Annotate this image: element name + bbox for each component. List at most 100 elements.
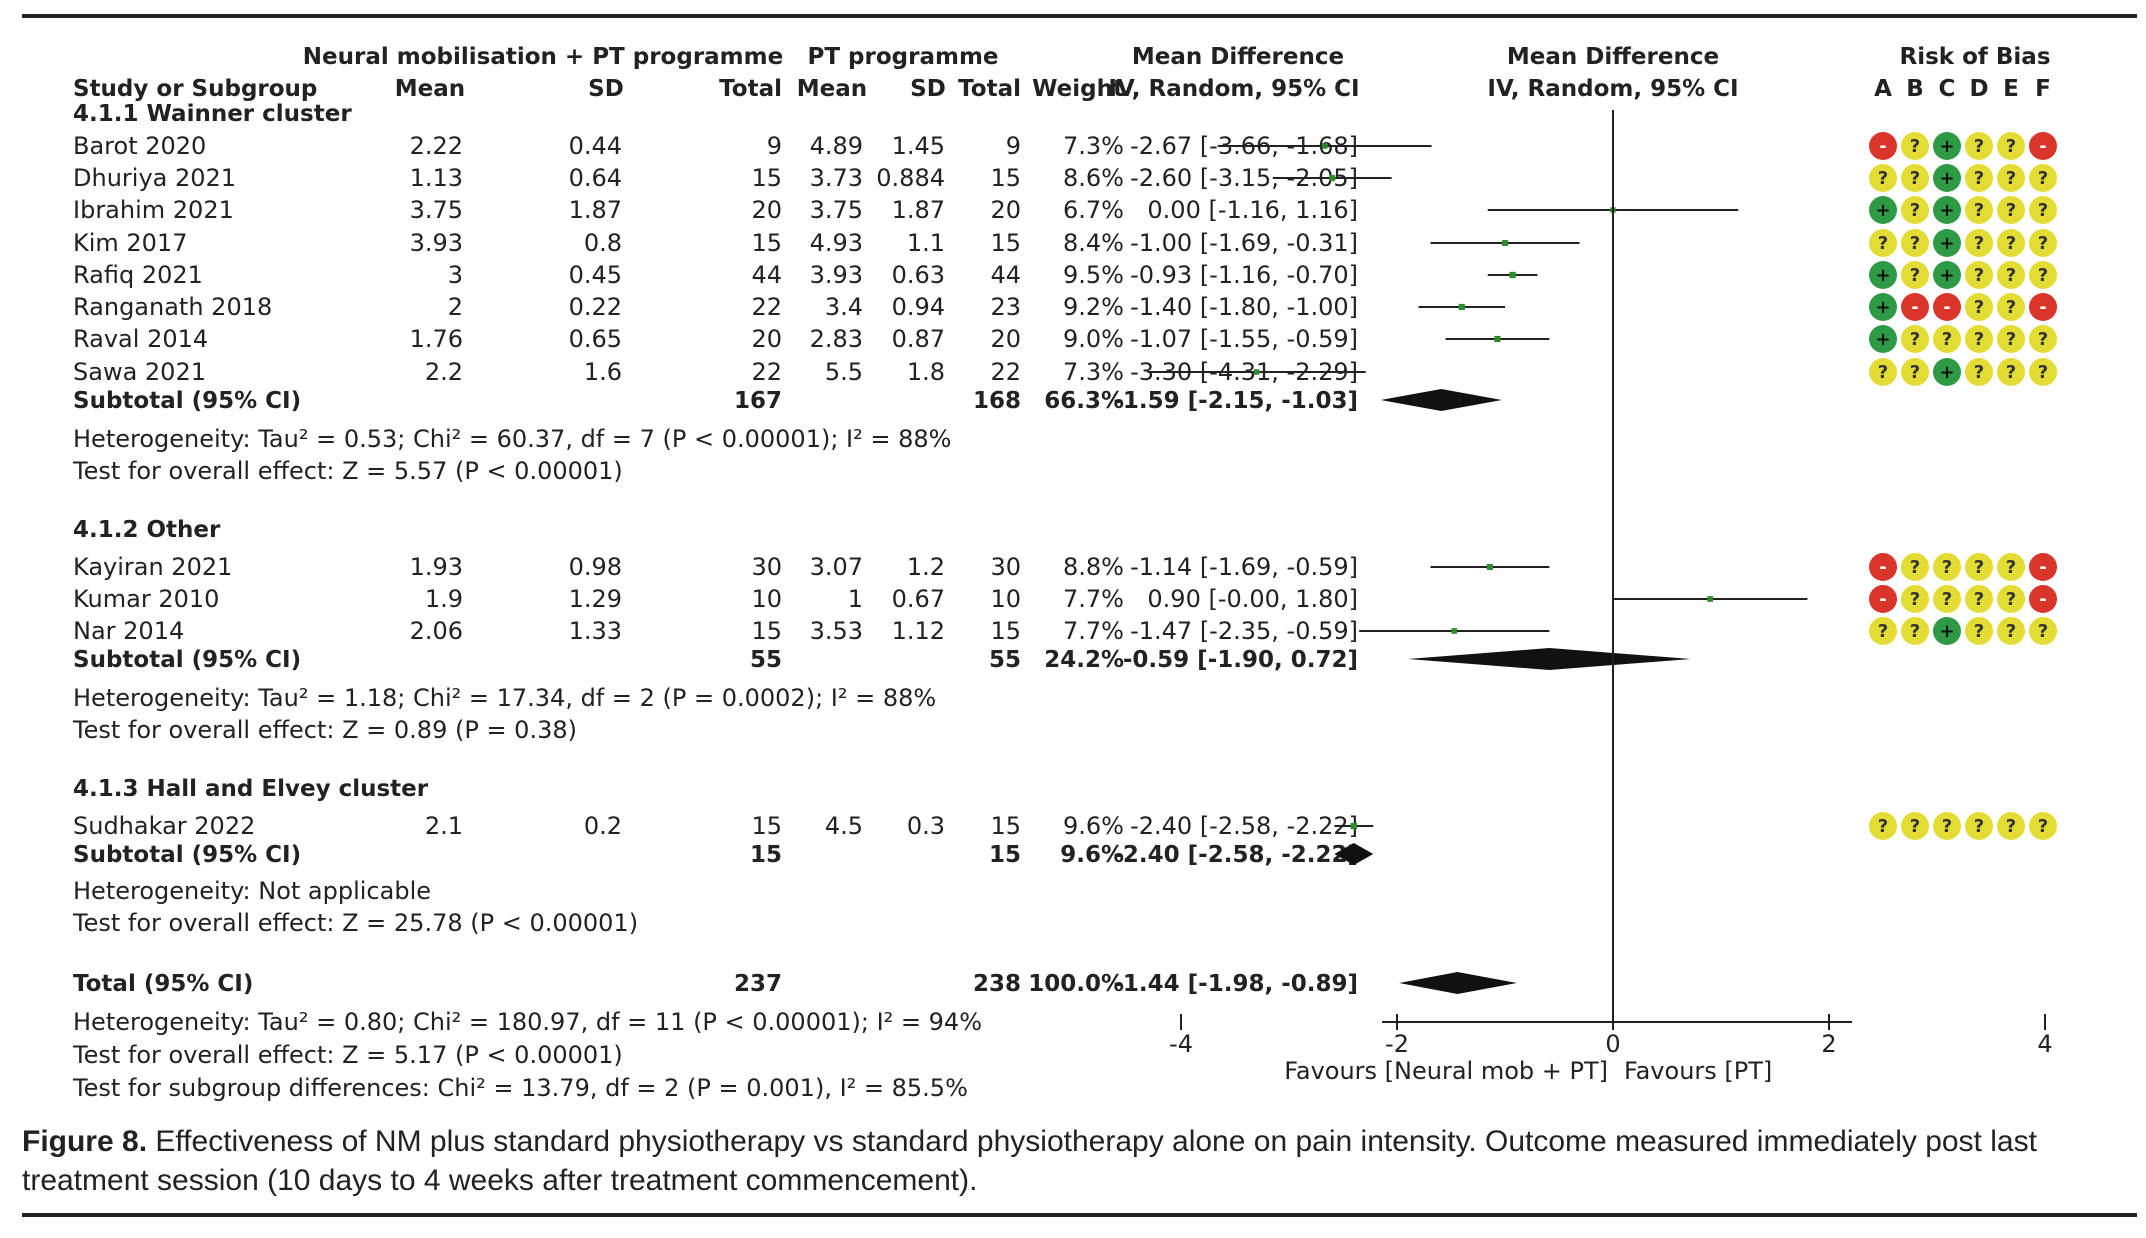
rob-symbol: ? [2038,816,2048,837]
rob-symbol: + [1875,265,1890,286]
header-group-nm: Neural mobilisation + PT programme [303,44,783,70]
study-sd-nm: 1.87 [569,196,622,224]
rob-symbol: - [1879,136,1886,157]
rob-circle [2029,617,2057,645]
total-ci: -1.44 [-1.98, -0.89] [1113,971,1358,997]
rob-circle [1933,358,1961,386]
study-weight: 8.6% [1063,164,1124,192]
subgroup-title: 4.1.2 Other [73,517,221,543]
rob-symbol: - [1879,557,1886,578]
study-mean-pt: 1 [848,585,863,613]
study-total-pt: 44 [990,261,1021,289]
header-sd-pt: SD [910,76,946,102]
rob-circle [1997,261,2025,289]
rob-symbol: ? [1974,557,1984,578]
rob-symbol: ? [2006,329,2016,350]
study-name: Sudhakar 2022 [73,812,255,840]
study-sd-nm: 0.45 [569,261,622,289]
total-total-pt: 238 [973,971,1021,997]
rob-circle [1901,229,1929,257]
header-rob-title: Risk of Bias [1899,44,2050,70]
rob-symbol: ? [1974,136,1984,157]
rob-symbol: + [1875,329,1890,350]
study-mean-nm: 2.1 [425,812,463,840]
rob-symbol: ? [1878,362,1888,383]
rob-circle [1965,553,1993,581]
rob-circle [1869,585,1897,613]
study-mean-nm: 2 [448,293,463,321]
subgroup-title: 4.1.3 Hall and Elvey cluster [73,776,429,802]
rob-circle [1869,261,1897,289]
rob-circle [1901,325,1929,353]
rob-circle [1901,293,1929,321]
study-ci: -2.40 [-2.58, -2.22] [1130,812,1358,840]
rob-symbol: ? [1974,200,1984,221]
rob-symbol: ? [2006,557,2016,578]
header-rob-letter: E [2003,76,2019,102]
study-mean-pt: 3.53 [810,617,863,645]
study-total-pt: 15 [990,617,1021,645]
point-estimate [1509,271,1516,279]
rob-symbol: - [2039,557,2046,578]
rob-symbol: ? [1910,816,1920,837]
subtotal-total-nm: 15 [750,842,782,868]
study-sd-nm: 0.44 [569,132,622,160]
rob-circle [1997,553,2025,581]
rob-circle [1869,229,1897,257]
header-mean-pt: Mean [797,76,867,102]
study-total-nm: 22 [751,293,782,321]
study-mean-pt: 2.83 [810,325,863,353]
total-overall-effect: Test for overall effect: Z = 5.17 (P < 0… [72,1041,623,1069]
rob-symbol: ? [1974,362,1984,383]
study-total-pt: 15 [990,229,1021,257]
point-estimate [1321,143,1328,149]
subgroup-overall-effect: Test for overall effect: Z = 5.57 (P < 0… [72,457,623,485]
rob-symbol: ? [1942,816,1952,837]
study-total-nm: 30 [751,553,782,581]
study-sd-pt: 0.87 [892,325,945,353]
rob-circle [2029,585,2057,613]
rob-circle [1997,293,2025,321]
rob-symbol: ? [2038,362,2048,383]
subgroup-differences: Test for subgroup differences: Chi² = 13… [72,1074,968,1102]
study-total-nm: 10 [751,585,782,613]
subtotal-weight: 66.3% [1044,388,1124,414]
subgroup-overall-effect: Test for overall effect: Z = 25.78 (P < … [72,909,638,937]
rob-circle [1965,293,1993,321]
study-sd-pt: 1.45 [892,132,945,160]
header-weight: Weight [1032,76,1124,102]
x-tick-label: 4 [2037,1030,2052,1058]
caption-text: Effectiveness of NM plus standard physio… [22,1125,2037,1197]
study-mean-pt: 3.07 [810,553,863,581]
rob-circle [1997,132,2025,160]
rob-circle [1869,132,1897,160]
study-total-nm: 15 [751,812,782,840]
study-mean-nm: 2.2 [425,358,463,386]
subtotal-ci: -2.40 [-2.58, -2.22] [1113,842,1358,868]
study-name: Kim 2017 [73,229,188,257]
top-rule [22,14,2137,18]
rob-symbol: ? [1910,329,1920,350]
study-mean-pt: 3.93 [810,261,863,289]
study-mean-pt: 4.93 [810,229,863,257]
study-total-pt: 20 [990,196,1021,224]
rob-circle [1933,293,1961,321]
study-total-pt: 20 [990,325,1021,353]
rob-symbol: ? [2038,329,2048,350]
study-sd-pt: 1.87 [892,196,945,224]
point-estimate [1458,303,1465,311]
rob-circle [1869,617,1897,645]
rob-symbol: ? [1878,233,1888,254]
rob-circle [1965,812,1993,840]
study-total-nm: 9 [767,132,782,160]
study-mean-nm: 3.93 [410,229,463,257]
rob-circle [1933,812,1961,840]
rob-symbol: ? [1910,557,1920,578]
rob-symbol: ? [2006,621,2016,642]
study-mean-pt: 4.89 [810,132,863,160]
study-mean-pt: 4.5 [825,812,863,840]
header-sd-nm: SD [588,76,624,102]
rob-circle [2029,132,2057,160]
study-sd-pt: 0.94 [892,293,945,321]
rob-circle [1933,229,1961,257]
